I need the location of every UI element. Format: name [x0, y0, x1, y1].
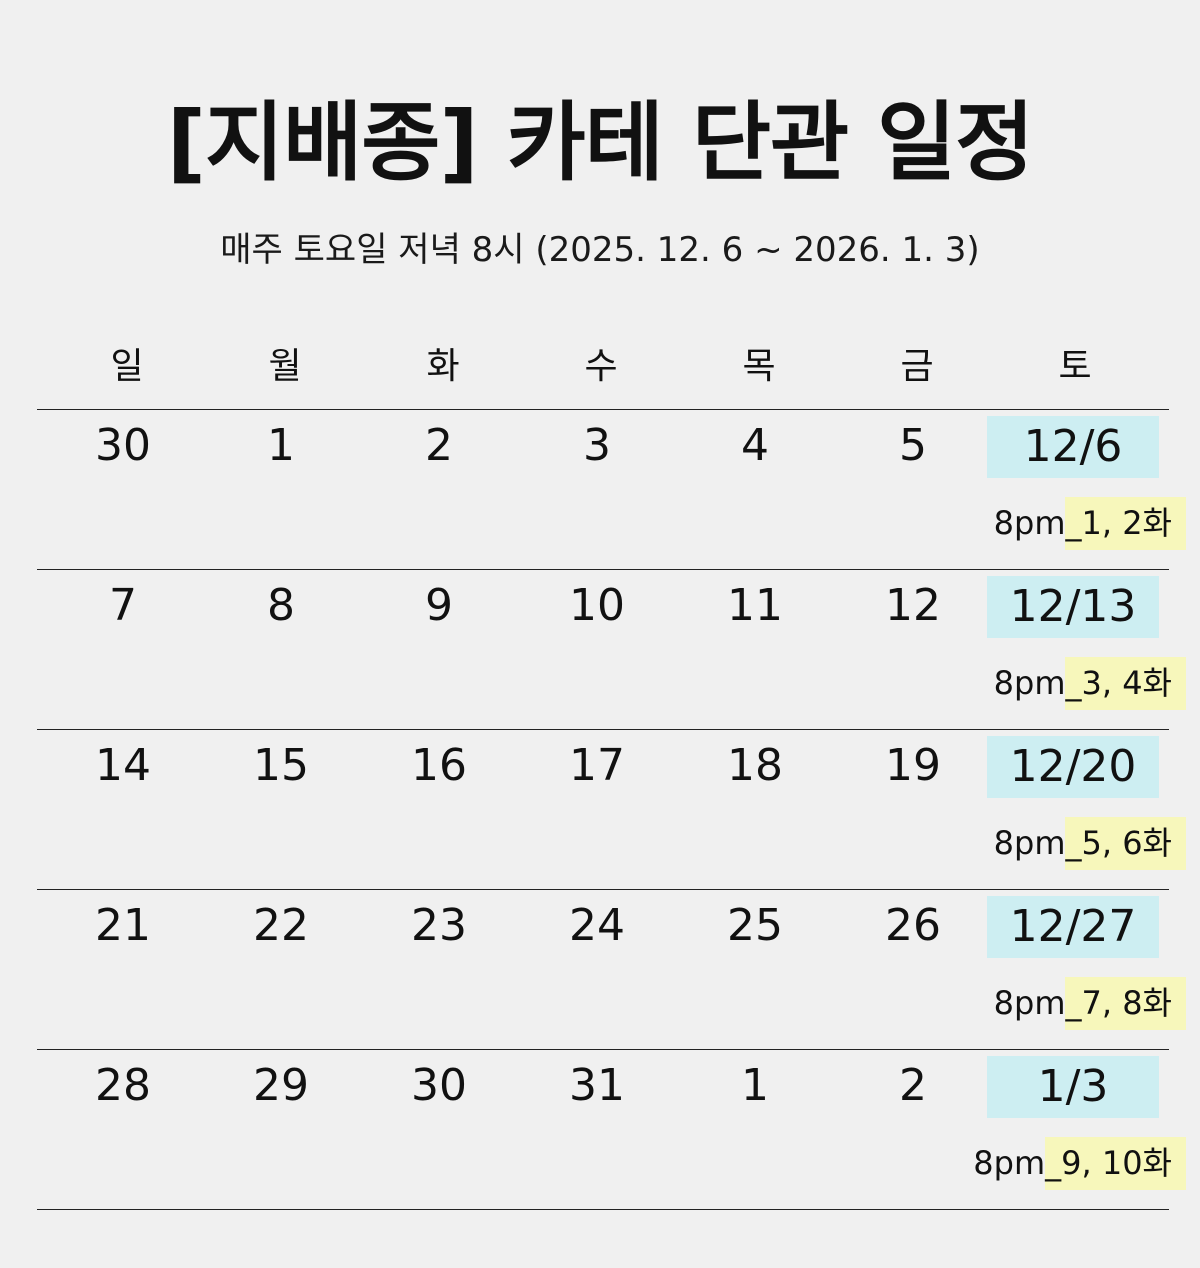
screening-time: 8pm [993, 664, 1066, 702]
calendar-day: 3 [583, 420, 611, 471]
calendar-day: 26 [885, 900, 941, 951]
calendar-day: 7 [109, 580, 137, 631]
calendar-day: 28 [95, 1060, 151, 1111]
screening-note: 8pm_1, 2화 [994, 497, 1186, 550]
episode-highlight: _7, 8화 [1065, 977, 1186, 1030]
saturday-screening-date: 12/6 [987, 416, 1159, 478]
calendar-day: 24 [569, 900, 625, 951]
calendar-day: 2 [899, 1060, 927, 1111]
calendar-day: 12 [885, 580, 941, 631]
row-divider [37, 409, 1169, 410]
calendar-day: 2 [425, 420, 453, 471]
screening-note: 8pm_7, 8화 [994, 977, 1186, 1030]
calendar-day: 5 [899, 420, 927, 471]
screening-time: 8pm [993, 824, 1066, 862]
screening-time: 8pm [993, 984, 1066, 1022]
calendar-day: 21 [95, 900, 151, 951]
saturday-screening-date: 12/27 [987, 896, 1159, 958]
calendar-day: 19 [885, 740, 941, 791]
saturday-screening-date: 12/20 [987, 736, 1159, 798]
calendar-day: 31 [569, 1060, 625, 1111]
weekday-header: 금 [900, 346, 934, 387]
page-subtitle: 매주 토요일 저녁 8시 (2025. 12. 6 ~ 2026. 1. 3) [220, 230, 980, 270]
weekday-header: 월 [268, 346, 302, 387]
calendar-day: 16 [411, 740, 467, 791]
episode-highlight: _5, 6화 [1065, 817, 1186, 870]
row-divider [37, 729, 1169, 730]
calendar-day: 14 [95, 740, 151, 791]
calendar-day: 1 [267, 420, 295, 471]
calendar-day: 29 [253, 1060, 309, 1111]
calendar-day: 11 [727, 580, 783, 631]
calendar-day: 30 [411, 1060, 467, 1111]
screening-note: 8pm_9, 10화 [973, 1137, 1186, 1190]
row-divider [37, 889, 1169, 890]
screening-note: 8pm_5, 6화 [994, 817, 1186, 870]
calendar-day: 25 [727, 900, 783, 951]
calendar-day: 30 [95, 420, 151, 471]
screening-time: 8pm [993, 504, 1066, 542]
row-divider [37, 1049, 1169, 1050]
calendar-day: 17 [569, 740, 625, 791]
screening-time: 8pm [973, 1144, 1046, 1182]
row-divider [37, 1209, 1169, 1210]
calendar-day: 15 [253, 740, 309, 791]
saturday-screening-date: 12/13 [987, 576, 1159, 638]
calendar-day: 1 [741, 1060, 769, 1111]
episode-highlight: _1, 2화 [1065, 497, 1186, 550]
episode-highlight: _3, 4화 [1065, 657, 1186, 710]
weekday-header: 토 [1058, 346, 1092, 387]
calendar-day: 22 [253, 900, 309, 951]
saturday-screening-date: 1/3 [987, 1056, 1159, 1118]
calendar-day: 8 [267, 580, 295, 631]
screening-note: 8pm_3, 4화 [994, 657, 1186, 710]
calendar-day: 18 [727, 740, 783, 791]
calendar-day: 10 [569, 580, 625, 631]
weekday-header: 일 [110, 346, 144, 387]
row-divider [37, 569, 1169, 570]
weekday-header: 목 [742, 346, 776, 387]
episode-highlight: _9, 10화 [1045, 1137, 1186, 1190]
calendar-day: 4 [741, 420, 769, 471]
weekday-header: 수 [584, 346, 618, 387]
calendar-day: 23 [411, 900, 467, 951]
weekday-header: 화 [426, 346, 460, 387]
page-title: [지배종] 카테 단관 일정 [166, 93, 1035, 193]
calendar-day: 9 [425, 580, 453, 631]
